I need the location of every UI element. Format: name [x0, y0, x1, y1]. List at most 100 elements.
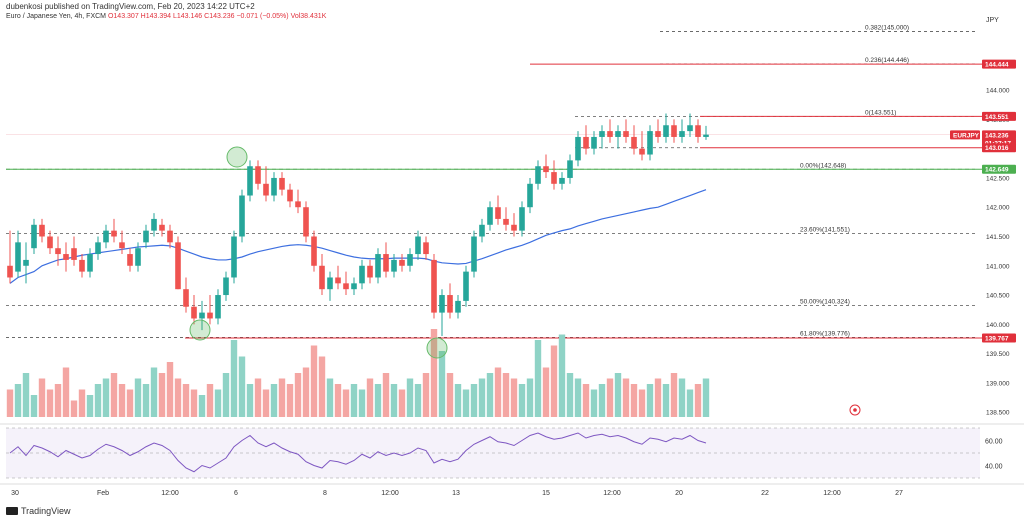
- volume-bar: [406, 378, 414, 417]
- tradingview-logo-icon: [6, 507, 18, 515]
- volume-bar: [294, 373, 302, 417]
- candle-body: [111, 230, 117, 237]
- candle-body: [431, 259, 437, 313]
- volume-bar: [494, 367, 502, 417]
- price-tick: 141.000: [986, 263, 1010, 270]
- volume-bar: [566, 373, 574, 417]
- volume-bar: [318, 356, 326, 417]
- volume-bar: [454, 384, 462, 417]
- candle-body: [495, 207, 501, 219]
- candle-body: [23, 259, 29, 266]
- candle-body: [127, 254, 133, 266]
- price-label-bg: [982, 333, 1016, 343]
- price-tick: 139.000: [986, 380, 1010, 387]
- moving-average: [9, 189, 707, 284]
- time-tick: 13: [452, 490, 460, 497]
- volume-bar: [110, 373, 118, 417]
- volume-bar: [502, 373, 510, 417]
- low-value: L143.146: [172, 13, 203, 20]
- price-label-text: 143.551: [985, 114, 1009, 121]
- rsi-panel: 60.00 40.00: [0, 423, 1024, 479]
- price-label-text: 144.444: [985, 62, 1009, 69]
- candle-body: [191, 306, 197, 319]
- candle-body: [175, 242, 181, 290]
- tradingview-logo[interactable]: TradingView: [6, 506, 71, 516]
- candle-body: [415, 236, 421, 255]
- volume-bar: [470, 384, 478, 417]
- volume-bar: [662, 384, 670, 417]
- volume-bar: [70, 400, 78, 417]
- candle-body: [687, 125, 693, 132]
- volume-bar: [574, 378, 582, 417]
- volume-bar: [398, 389, 406, 417]
- volume-bar: [94, 384, 102, 417]
- candle-body: [15, 242, 21, 272]
- volume-bar: [582, 384, 590, 417]
- price-tick: 138.500: [986, 410, 1010, 417]
- volume-bar: [486, 373, 494, 417]
- candle-body: [519, 207, 525, 231]
- candle-body: [551, 172, 557, 184]
- volume-bar: [390, 384, 398, 417]
- candle-body: [599, 131, 605, 137]
- volume-bar: [342, 389, 350, 417]
- candle-body: [167, 230, 173, 243]
- candle-body: [391, 259, 397, 272]
- volume-bar: [118, 384, 126, 417]
- price-axis: JPY144.000143.500142.500142.000141.50014…: [950, 17, 1016, 417]
- volume-bar: [630, 384, 638, 417]
- high-value: H143.394: [140, 13, 172, 20]
- volume-bar: [190, 389, 198, 417]
- candle-body: [135, 248, 141, 266]
- symbol-tag: EURJPY: [953, 132, 980, 139]
- price-label-bg: [982, 130, 1016, 140]
- volume-bars: [6, 329, 710, 417]
- candle-body: [639, 148, 645, 155]
- volume-bar: [518, 384, 526, 417]
- candle-body: [407, 254, 413, 266]
- candle-body: [103, 230, 109, 243]
- volume-bar: [422, 373, 430, 417]
- price-label: 143.236: [982, 130, 1016, 140]
- candle-body: [95, 242, 101, 255]
- candle-body: [351, 283, 357, 290]
- volume-bar: [134, 378, 142, 417]
- volume-bar: [6, 389, 14, 417]
- time-tick: 12:00: [381, 490, 399, 497]
- highlight-circle: [226, 146, 248, 168]
- candle-body: [583, 136, 589, 149]
- volume-bar: [366, 378, 374, 417]
- candle-body: [335, 277, 341, 284]
- candle-body: [655, 131, 661, 137]
- candle-body: [183, 289, 189, 307]
- candle-body: [623, 131, 629, 137]
- candle-body: [527, 183, 533, 208]
- candle-body: [87, 254, 93, 272]
- volume-bar: [158, 373, 166, 417]
- candle-body: [503, 218, 509, 225]
- price-tick: 141.500: [986, 234, 1010, 241]
- candle-body: [703, 134, 709, 137]
- volume-bar: [46, 389, 54, 417]
- volume-bar: [214, 389, 222, 417]
- candle-body: [295, 201, 301, 208]
- volume-bar: [38, 378, 46, 417]
- candle-body: [647, 131, 653, 155]
- volume-bar: [174, 378, 182, 417]
- volume-bar: [430, 329, 438, 417]
- candle-body: [279, 177, 285, 190]
- candle-body: [63, 254, 69, 260]
- volume-bar: [86, 395, 94, 417]
- candle-body: [239, 195, 245, 237]
- volume-bar: [622, 378, 630, 417]
- volume-bar: [606, 378, 614, 417]
- time-tick: 15: [542, 490, 550, 497]
- open-value: O143.307: [107, 13, 139, 20]
- volume-bar: [14, 384, 22, 417]
- volume-bar: [670, 373, 678, 417]
- time-tick: 30: [11, 490, 19, 497]
- volume-bar: [334, 384, 342, 417]
- annotations: [189, 146, 861, 416]
- candle-body: [231, 236, 237, 278]
